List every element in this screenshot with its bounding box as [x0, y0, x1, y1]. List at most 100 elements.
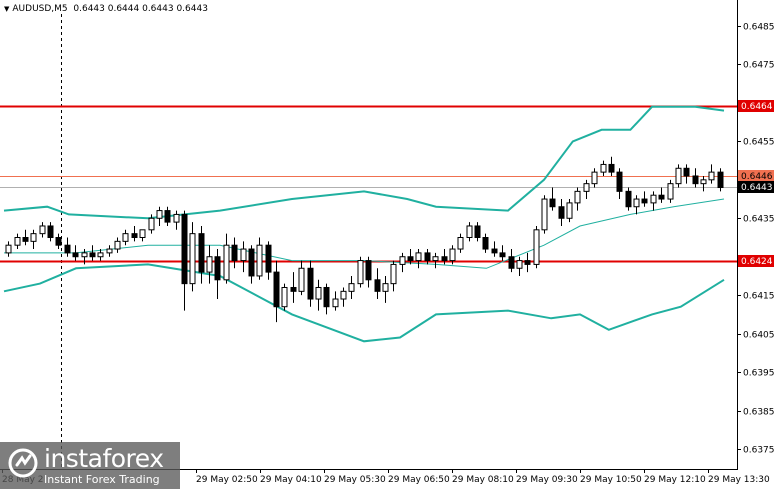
candle-body — [591, 171, 598, 185]
price-tag-box — [738, 255, 774, 267]
candle — [315, 279, 322, 311]
candle-body — [290, 286, 297, 292]
candle — [717, 168, 724, 192]
instaforex-logo-icon — [8, 448, 38, 478]
price-tick-label: 0.6475 — [743, 61, 775, 71]
candle — [415, 249, 422, 269]
candle-body — [407, 256, 414, 262]
candle — [508, 249, 515, 273]
candle-body — [106, 248, 113, 254]
candle-body — [424, 252, 431, 262]
candle-body — [374, 279, 381, 292]
candle — [340, 287, 347, 307]
time-tick-label: 29 May 08:10 — [452, 475, 514, 485]
price-axis-ticks: 0.6485 0.6475 0.6455 0.6435 0.6415 0.6405 0.63… — [737, 23, 775, 456]
candle-body — [390, 263, 397, 285]
candle — [214, 249, 221, 300]
candle-body — [156, 210, 163, 219]
candle-body — [206, 256, 213, 273]
candle — [332, 291, 339, 311]
price-tag: 0.6464 — [738, 100, 774, 112]
time-tick-label: 29 May 02:50 — [196, 475, 258, 485]
candle — [524, 252, 531, 273]
candle — [114, 237, 121, 253]
candle-body — [717, 171, 724, 189]
price-tag-box — [738, 170, 774, 182]
candle-body — [231, 244, 238, 262]
price-tick-label: 0.6435 — [743, 215, 775, 225]
price-tag-label: 0.6424 — [741, 257, 773, 267]
collapse-triangle-icon[interactable]: ▼ — [4, 5, 10, 13]
candle — [675, 164, 682, 188]
candle — [516, 256, 523, 276]
candle-body — [466, 225, 473, 239]
candle-body — [273, 271, 280, 308]
candle — [156, 206, 163, 226]
price-tick-label: 0.6415 — [743, 292, 775, 302]
price-tick-label: 0.6405 — [743, 331, 775, 341]
candle — [667, 179, 674, 203]
candle — [650, 191, 657, 211]
candle-body — [658, 194, 665, 200]
candle — [189, 222, 196, 292]
candle-body — [89, 252, 96, 258]
candle-body — [533, 229, 540, 265]
candle-body — [508, 256, 515, 269]
price-tag-box — [738, 100, 774, 112]
candle — [290, 272, 297, 303]
watermark-subtitle: Instant Forex Trading — [44, 473, 160, 486]
candle — [72, 245, 79, 261]
time-tick-label: 29 May 10:50 — [580, 475, 642, 485]
candle-body — [340, 290, 347, 300]
candle-body — [457, 237, 464, 250]
candle — [39, 222, 46, 238]
candle-body — [583, 183, 590, 192]
candle — [600, 160, 607, 176]
watermark-brand: instaforex — [44, 444, 164, 473]
candle — [390, 260, 397, 292]
candle — [683, 164, 690, 184]
candle — [106, 245, 113, 257]
candle-body — [323, 286, 330, 308]
candle-body — [600, 163, 607, 173]
candle-body — [148, 217, 155, 231]
candle — [298, 260, 305, 296]
candle-body — [491, 248, 498, 254]
candle — [198, 225, 205, 284]
candle-body — [415, 252, 422, 262]
candle — [549, 187, 556, 211]
candle-body — [97, 252, 104, 258]
candle-body — [641, 198, 648, 204]
price-tag: 0.6443 — [738, 181, 774, 193]
candle — [365, 256, 372, 288]
candle-body — [432, 256, 439, 262]
candle-body — [114, 240, 121, 250]
candle — [30, 229, 37, 250]
candle — [633, 195, 640, 215]
candle-body — [399, 256, 406, 265]
candle-body — [700, 179, 707, 185]
candle-body — [72, 252, 79, 258]
symbol-label: AUDUSD,M5 — [12, 4, 68, 14]
candle — [281, 283, 288, 311]
candle-body — [549, 198, 556, 208]
candle — [533, 225, 540, 269]
candle-body — [365, 260, 372, 281]
bollinger-upper-line — [3, 105, 725, 220]
candle — [139, 229, 146, 242]
price-tag-label: 0.6446 — [741, 172, 773, 182]
candle — [248, 245, 255, 284]
candle — [22, 229, 29, 246]
candle — [357, 256, 364, 288]
candle — [55, 233, 62, 250]
candle-body — [616, 171, 623, 192]
candle — [131, 225, 138, 242]
candle — [692, 168, 699, 188]
price-tag-label: 0.6443 — [741, 183, 773, 193]
candle — [173, 210, 180, 230]
candle-body — [298, 267, 305, 292]
price-tag-box — [738, 181, 774, 193]
price-tick-label: 0.6375 — [743, 446, 775, 456]
